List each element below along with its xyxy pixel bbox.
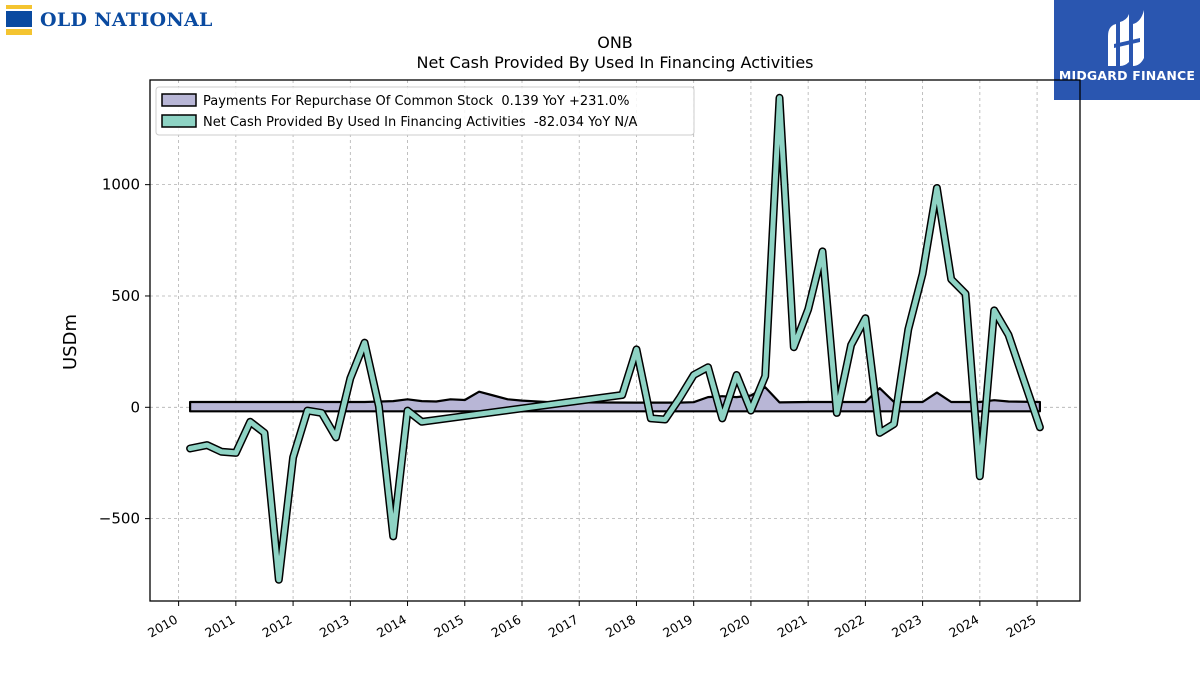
grid-lines [150,80,1080,601]
x-tick-label: 2024 [946,612,981,641]
old-national-logo: OLD NATIONAL [6,4,213,36]
legend-label-financing: Net Cash Provided By Used In Financing A… [203,115,638,130]
y-tick-label: 0 [130,398,140,416]
y-axis-label: USDm [60,314,81,370]
x-tick-label: 2023 [889,612,924,641]
legend-box [155,86,695,136]
old-national-logo-text: OLD NATIONAL [40,9,213,31]
x-tick-label: 2014 [374,612,409,641]
y-tick-label: −500 [99,510,140,528]
x-tick-label: 2018 [603,612,638,641]
x-tick-label: 2015 [431,612,466,641]
y-tick-label: 500 [111,287,140,305]
series-financing-line [187,95,1043,583]
x-tick-label: 2025 [1004,612,1039,641]
x-tick-label: 2022 [832,612,867,641]
old-national-logo-icon [6,5,32,35]
series-financing-outline [186,93,1044,584]
legend: Payments For Repurchase Of Common Stock … [155,86,695,136]
x-tick-label: 2012 [260,612,295,641]
x-tick-label: 2021 [775,612,810,641]
legend-swatch-financing [161,114,197,128]
legend-swatch-repurchase [161,93,197,107]
x-tick-label: 2017 [546,612,581,641]
x-tick-label: 2010 [145,612,180,641]
x-tick-label: 2019 [660,612,695,641]
y-tick-label: 1000 [102,176,140,194]
midgard-finance-logo: MIDGARD FINANCE [1054,0,1200,100]
x-tick-label: 2011 [202,612,237,641]
midgard-logo-icon [1108,10,1144,66]
x-tick-label: 2016 [488,612,523,641]
x-tick-label: 2013 [317,612,352,641]
series-layer [186,93,1044,584]
midgard-logo-text: MIDGARD FINANCE [1058,68,1196,83]
chart-title: ONB [597,33,633,52]
plot-frame [149,79,1081,602]
legend-label-repurchase: Payments For Repurchase Of Common Stock … [203,94,629,109]
chart-subtitle: Net Cash Provided By Used In Financing A… [416,53,813,72]
x-tick-label: 2020 [717,612,752,641]
